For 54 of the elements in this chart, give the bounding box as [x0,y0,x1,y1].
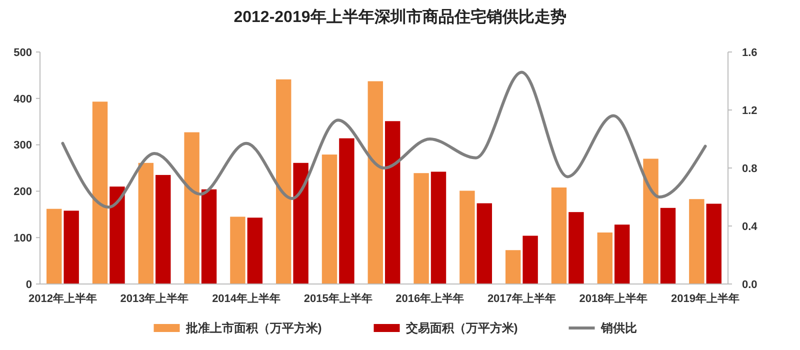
x-tick-label: 2018年上半年 [579,292,648,305]
bar [522,236,538,284]
legend-label: 批准上市面积（万平方米) [184,321,322,336]
bar [156,174,171,284]
y2-tick-label: 1.2 [742,104,758,117]
x-tick-label: 2016年上半年 [396,292,464,305]
bar [110,186,125,284]
bar [368,81,383,284]
bar [247,218,263,284]
bar [551,187,567,284]
bar [706,204,722,284]
y-tick-label: 100 [14,232,32,244]
x-tick-label: 2012年上半年 [28,292,97,305]
bar [414,173,429,284]
bar [46,208,62,284]
bar [138,162,154,284]
bar [614,224,630,284]
y-tick-label: 0 [26,278,32,291]
y2-tick-label: 0.0 [742,278,758,291]
legend-label: 销供比 [600,321,637,336]
bar [460,190,475,284]
y-tick-label: 200 [14,186,32,198]
chart-title: 2012-2019年上半年深圳市商品住宅销供比走势 [234,7,566,26]
bar [505,250,521,284]
bar [293,162,308,284]
x-tick-label: 2015年上半年 [304,292,372,305]
bar [64,210,79,284]
bar [276,79,292,284]
x-tick-label: 2017年上半年 [487,292,556,305]
bar [201,189,217,284]
y2-tick-label: 0.8 [742,162,758,175]
legend-label: 交易面积（万平方米) [404,321,518,336]
bar [230,216,246,284]
bar [385,121,400,284]
y2-tick-label: 0.4 [742,220,758,233]
x-tick-label: 2014年上半年 [212,292,281,305]
bar [92,102,108,284]
x-tick-label: 2019年上半年 [671,292,740,305]
bar [476,203,492,284]
bar [339,138,354,284]
y-tick-label: 500 [14,46,32,59]
bar [184,132,200,284]
y2-tick-label: 1.6 [742,46,758,59]
y-tick-label: 300 [14,140,32,152]
bar [660,208,676,284]
bar [568,212,584,284]
bar [597,232,612,284]
bar [689,199,704,284]
y-tick-label: 400 [14,93,32,106]
x-tick-label: 2013年上半年 [120,292,189,305]
bar [430,172,446,284]
line-series [61,70,707,209]
bar [643,158,658,284]
bar [322,154,338,284]
